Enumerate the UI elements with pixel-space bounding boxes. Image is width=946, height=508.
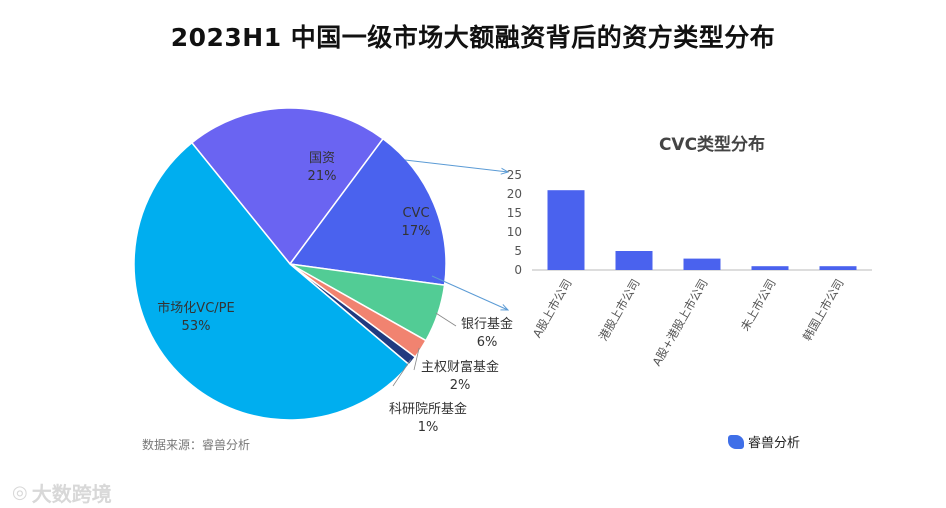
pie-label-research: 科研院所基金 — [389, 401, 467, 417]
watermark-text: 大数跨境 — [31, 482, 112, 506]
bar-y-tick-label: 5 — [514, 244, 522, 258]
pie-slice-guozi — [190, 107, 385, 266]
pie-label-vcpe: 市场化VC/PE — [157, 300, 234, 316]
leader-line-bank — [435, 312, 457, 327]
bar-0 — [547, 190, 585, 270]
logo-icon — [728, 434, 744, 449]
watermark: ◎ 大数跨境 — [12, 478, 112, 507]
bar-y-tick-label: 10 — [507, 225, 522, 239]
pie-pct-cvc: 17% — [402, 224, 431, 239]
pie-label-cvc: CVC — [402, 206, 429, 221]
pie-label-sovereign: 主权财富基金 — [421, 359, 499, 375]
pie-slice-vcpe — [133, 141, 411, 421]
brand-logo: 睿兽分析 — [728, 432, 800, 451]
bar-chart-title: CVC类型分布 — [659, 134, 765, 155]
pie-pct-sovereign: 2% — [450, 378, 471, 393]
bar-4 — [819, 266, 857, 270]
bar-y-tick-label: 25 — [507, 168, 522, 182]
bar-y-tick-label: 0 — [514, 263, 522, 277]
bar-y-tick-label: 15 — [507, 206, 522, 220]
pie-label-bank: 银行基金 — [461, 316, 513, 332]
watermark-icon: ◎ — [12, 482, 28, 503]
data-source: 数据来源：睿兽分析 — [142, 438, 251, 452]
bar-2 — [683, 258, 721, 270]
pie-label-guozi: 国资 — [309, 151, 335, 166]
leader-line-sovereign — [413, 347, 420, 371]
bar-3 — [751, 266, 789, 270]
logo-text: 睿兽分析 — [748, 436, 801, 451]
pie-pct-guozi: 21% — [308, 169, 337, 184]
pie-pct-vcpe: 53% — [182, 319, 211, 334]
bar-x-tick-label: A股上市公司 — [530, 277, 575, 341]
pie-pct-research: 1% — [418, 420, 439, 435]
pie-slice-cvc — [288, 137, 447, 287]
bar-1 — [615, 251, 653, 270]
bar-x-tick-label: 港股上市公司 — [596, 277, 643, 344]
bar-x-tick-label: 韩国上市公司 — [800, 277, 847, 344]
leader-line-research — [392, 359, 412, 387]
connector-arrow-1 — [404, 159, 508, 172]
bar-x-tick-label: A股+港股上市公司 — [649, 277, 710, 369]
pie-pct-bank: 6% — [477, 335, 498, 350]
bar-x-tick-label: 未上市公司 — [738, 277, 779, 334]
bar-y-tick-label: 20 — [507, 187, 522, 201]
connector-arrow-2 — [431, 275, 508, 310]
page-title: 2023H1 中国一级市场大额融资背后的资方类型分布 — [170, 23, 776, 52]
